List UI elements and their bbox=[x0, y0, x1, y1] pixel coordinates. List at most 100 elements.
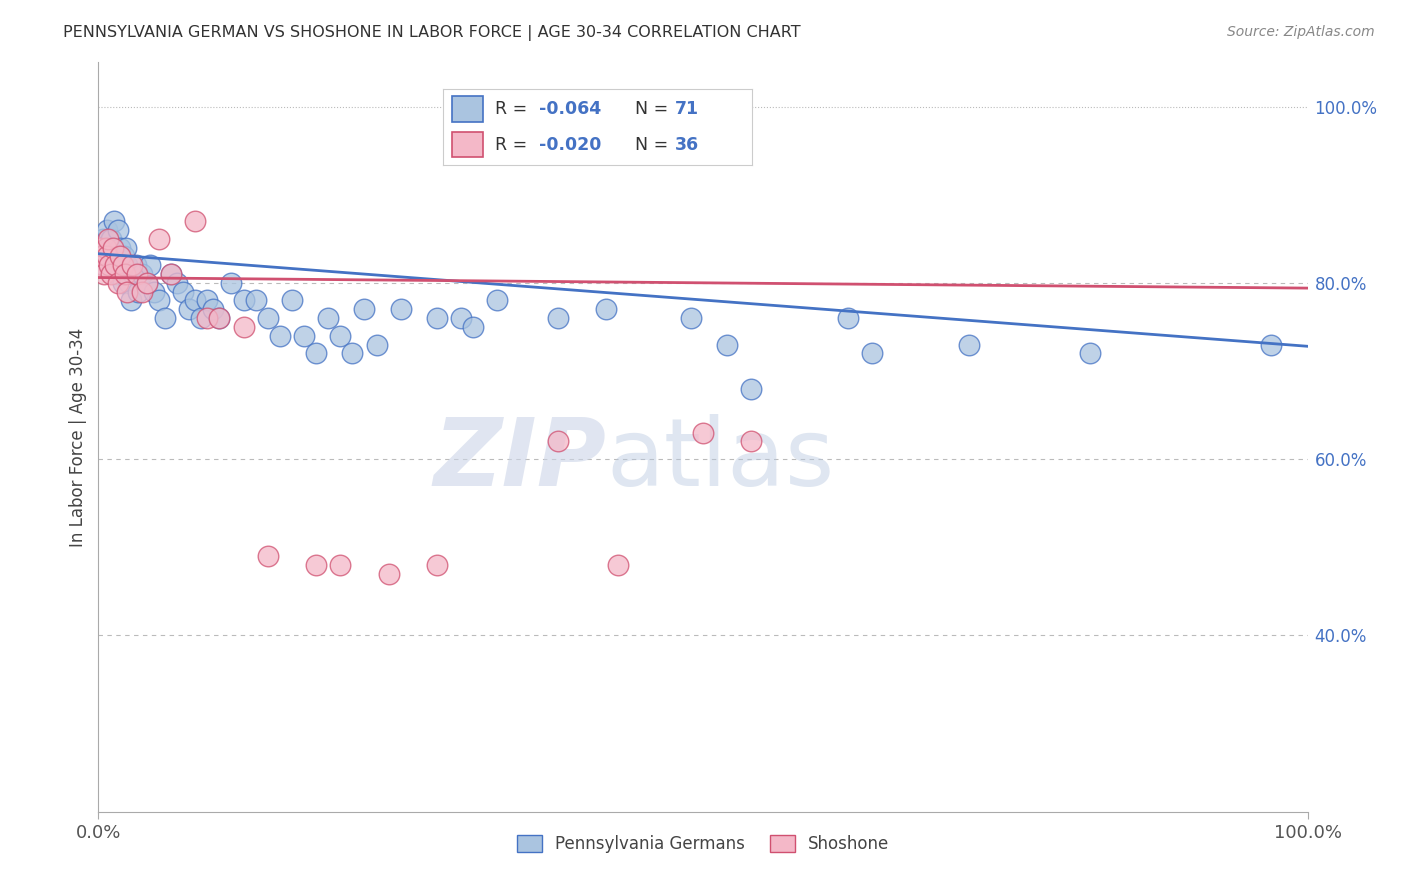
Point bbox=[160, 267, 183, 281]
Point bbox=[232, 293, 254, 308]
Point bbox=[353, 302, 375, 317]
Point bbox=[111, 276, 134, 290]
Point bbox=[90, 249, 112, 263]
Point bbox=[426, 311, 449, 326]
Point bbox=[1078, 346, 1101, 360]
Point bbox=[125, 258, 148, 272]
Point bbox=[305, 346, 328, 360]
FancyBboxPatch shape bbox=[453, 132, 484, 158]
Point bbox=[117, 258, 139, 272]
Point bbox=[114, 267, 136, 281]
Point bbox=[110, 258, 132, 272]
Point bbox=[127, 267, 149, 281]
Point bbox=[117, 285, 139, 299]
Point bbox=[90, 241, 112, 255]
Point bbox=[135, 276, 157, 290]
Point bbox=[740, 434, 762, 449]
Point bbox=[837, 311, 859, 326]
Point bbox=[122, 267, 145, 281]
Text: 36: 36 bbox=[675, 136, 699, 153]
Point bbox=[94, 241, 117, 255]
Point bbox=[91, 249, 114, 263]
Point bbox=[208, 311, 231, 326]
Text: ZIP: ZIP bbox=[433, 414, 606, 506]
Point bbox=[329, 558, 352, 572]
Point bbox=[208, 311, 231, 326]
Point bbox=[91, 232, 114, 246]
Point bbox=[547, 434, 569, 449]
Point bbox=[740, 382, 762, 396]
Point bbox=[108, 249, 131, 263]
Point bbox=[131, 267, 153, 281]
Point bbox=[679, 311, 702, 326]
Point bbox=[292, 328, 315, 343]
Point bbox=[190, 311, 212, 326]
Text: atlas: atlas bbox=[606, 414, 835, 506]
Point bbox=[195, 311, 218, 326]
Point bbox=[91, 258, 114, 272]
Point bbox=[100, 267, 122, 281]
Point bbox=[256, 549, 278, 563]
Point bbox=[96, 249, 118, 263]
Point bbox=[97, 232, 120, 246]
Point bbox=[547, 311, 569, 326]
Text: N =: N = bbox=[634, 136, 673, 153]
Point bbox=[342, 346, 364, 360]
Point bbox=[100, 232, 122, 246]
Point bbox=[115, 241, 138, 255]
Point bbox=[101, 241, 124, 255]
Point bbox=[450, 311, 472, 326]
Text: -0.064: -0.064 bbox=[538, 100, 600, 118]
Point bbox=[104, 258, 127, 272]
Point bbox=[112, 249, 135, 263]
Point bbox=[221, 276, 243, 290]
Point bbox=[111, 258, 134, 272]
Point bbox=[160, 267, 183, 281]
Point bbox=[107, 223, 129, 237]
Point bbox=[305, 558, 328, 572]
Point bbox=[389, 302, 412, 317]
Point bbox=[91, 249, 114, 263]
Point bbox=[89, 241, 111, 255]
Point bbox=[148, 232, 170, 246]
Point bbox=[172, 285, 194, 299]
Point bbox=[256, 311, 278, 326]
Point bbox=[153, 311, 176, 326]
Point bbox=[94, 241, 117, 255]
Point bbox=[426, 558, 449, 572]
Point bbox=[692, 425, 714, 440]
Text: PENNSYLVANIA GERMAN VS SHOSHONE IN LABOR FORCE | AGE 30-34 CORRELATION CHART: PENNSYLVANIA GERMAN VS SHOSHONE IN LABOR… bbox=[63, 25, 801, 41]
Point bbox=[316, 311, 339, 326]
Point bbox=[114, 267, 136, 281]
Text: R =: R = bbox=[495, 136, 533, 153]
Point bbox=[139, 258, 162, 272]
Point bbox=[98, 258, 121, 272]
Point bbox=[607, 558, 630, 572]
Point bbox=[101, 249, 124, 263]
Point bbox=[108, 249, 131, 263]
Text: -0.020: -0.020 bbox=[538, 136, 602, 153]
Point bbox=[143, 285, 166, 299]
Point bbox=[121, 258, 143, 272]
Point bbox=[463, 319, 485, 334]
Point bbox=[107, 276, 129, 290]
Point bbox=[179, 302, 201, 317]
Point bbox=[377, 566, 399, 581]
Point bbox=[269, 328, 291, 343]
Point bbox=[595, 302, 617, 317]
Point bbox=[184, 293, 207, 308]
Point bbox=[97, 249, 120, 263]
Point bbox=[1260, 337, 1282, 351]
Legend: Pennsylvania Germans, Shoshone: Pennsylvania Germans, Shoshone bbox=[510, 828, 896, 860]
Point bbox=[860, 346, 883, 360]
Point bbox=[105, 267, 128, 281]
Point bbox=[329, 328, 352, 343]
Text: 71: 71 bbox=[675, 100, 699, 118]
Point bbox=[184, 214, 207, 228]
Point bbox=[98, 258, 121, 272]
Point bbox=[108, 241, 131, 255]
Point bbox=[148, 293, 170, 308]
FancyBboxPatch shape bbox=[453, 96, 484, 122]
Point bbox=[166, 276, 188, 290]
Point bbox=[127, 285, 149, 299]
